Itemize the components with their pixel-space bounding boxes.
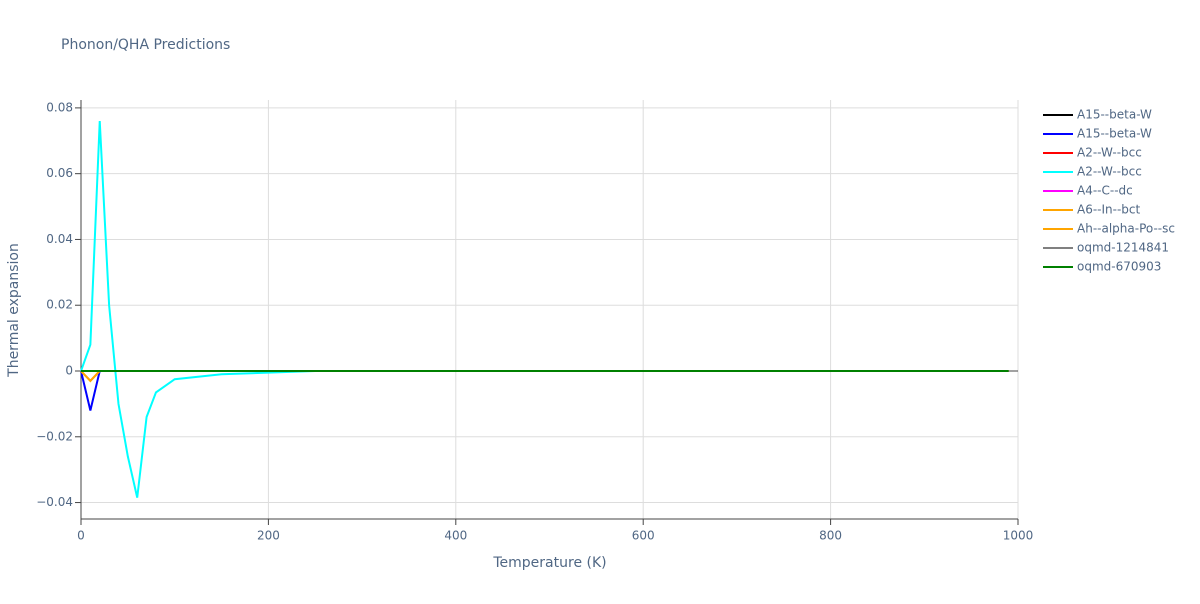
y-tick-label: 0.04 — [46, 232, 73, 246]
y-tick-label: 0 — [65, 364, 73, 378]
legend-label: A6--In--bct — [1077, 203, 1141, 217]
legend-label: A15--beta-W — [1077, 108, 1152, 122]
series-line — [80, 370, 1009, 411]
x-tick-label: 600 — [632, 529, 655, 543]
x-tick-label: 0 — [77, 529, 85, 543]
y-tick-label: −0.04 — [36, 495, 73, 509]
chart-title: Phonon/QHA Predictions — [61, 37, 230, 53]
legend-label: A15--beta-W — [1077, 127, 1152, 141]
y-tick-label: −0.02 — [36, 429, 73, 443]
legend-label: Ah--alpha-Po--sc — [1077, 222, 1175, 236]
x-tick-label: 400 — [444, 529, 467, 543]
series-line — [80, 120, 1009, 498]
series-line — [80, 370, 1009, 383]
legend-label: oqmd-670903 — [1077, 260, 1161, 274]
legend-label: oqmd-1214841 — [1077, 241, 1169, 255]
x-tick-label: 800 — [819, 529, 842, 543]
y-axis-label: Thermal expansion — [6, 243, 22, 378]
x-tick-label: 1000 — [1003, 529, 1034, 543]
x-axis-label: Temperature (K) — [492, 555, 606, 571]
y-tick-label: 0.02 — [46, 298, 73, 312]
x-tick-label: 200 — [257, 529, 280, 543]
legend-label: A2--W--bcc — [1077, 165, 1142, 179]
y-tick-label: 0.08 — [46, 100, 73, 114]
y-tick-label: 0.06 — [46, 166, 73, 180]
legend-label: A4--C--dc — [1077, 184, 1133, 198]
series-line — [80, 370, 1009, 383]
legend-label: A2--W--bcc — [1077, 146, 1142, 160]
